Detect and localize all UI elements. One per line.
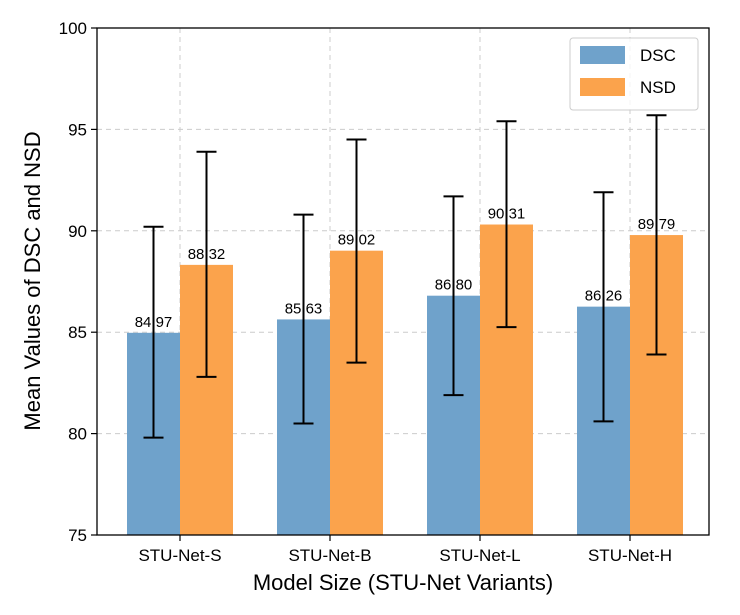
data-label-nsd: 90.31 [488,206,526,223]
data-labels: 84.97 85.63 86.80 86.26 88.32 89.02 90.31 89.79 [135,206,676,331]
y-tick-label: 85 [68,323,87,342]
data-label-dsc: 86.26 [585,288,623,305]
x-tick-label: STU-Net-L [439,546,520,565]
y-tick-label: 90 [68,222,87,241]
data-label-nsd: 89.79 [638,216,676,233]
legend-label-dsc: DSC [640,46,676,65]
y-tick-label: 80 [68,425,87,444]
legend-swatch-dsc [580,46,625,64]
legend: DSC NSD [569,37,699,111]
legend-swatch-nsd [580,78,625,96]
data-label-nsd: 89.02 [338,232,376,249]
y-tick-label: 95 [68,120,87,139]
x-tick-label: STU-Net-H [588,546,672,565]
data-label-dsc: 86.80 [435,277,473,294]
y-axis-title: Mean Values of DSC and NSD [20,131,45,430]
x-tick-label: STU-Net-S [138,546,221,565]
y-tick-label: 100 [59,19,87,38]
data-label-nsd: 88.32 [188,246,226,263]
legend-label-nsd: NSD [640,78,676,97]
y-tick-label: 75 [68,526,87,545]
error-bars [143,114,667,439]
data-label-dsc: 85.63 [285,300,323,317]
x-axis-title: Model Size (STU-Net Variants) [253,570,553,595]
axis-ticks: 75 80 85 90 95 100 STU-Net-S STU-Net-B STU-Net-L… [59,19,672,565]
data-label-dsc: 84.97 [135,314,173,331]
plot-frame [96,27,710,536]
x-tick-label: STU-Net-B [288,546,371,565]
